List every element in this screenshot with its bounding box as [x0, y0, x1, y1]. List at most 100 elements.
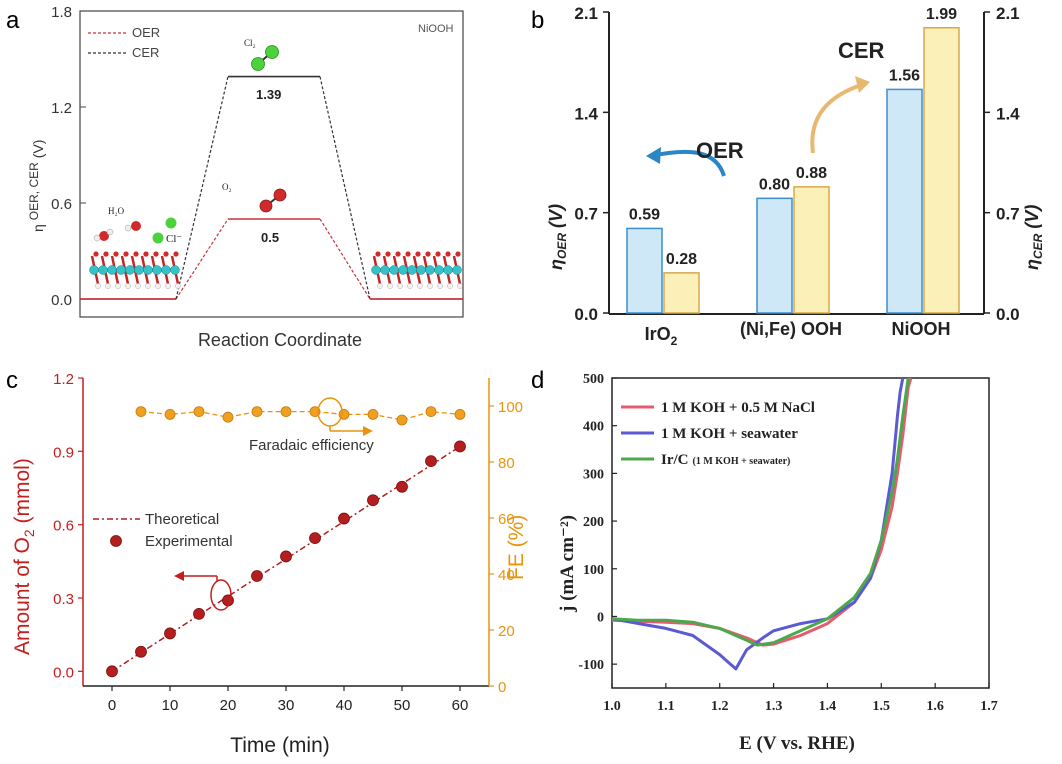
panel-c-xtick-label: 10 [162, 697, 179, 714]
h2o-label: H₂O [108, 206, 125, 216]
panel-d-xtick-label: 1.7 [980, 699, 998, 714]
experimental-point [367, 494, 379, 507]
panel-d-ytick-label: -100 [578, 658, 604, 673]
experimental-point [106, 665, 118, 678]
panel-b-ytick-label-left: 1.4 [574, 104, 598, 123]
slab-atom-h [377, 283, 383, 289]
panel-d-ticks: 1.0 1.1 1.2 1.3 1.4 1.5 1.6 1.7 -100 0 100 200 300 40… [578, 372, 997, 714]
panel-label-a: a [6, 7, 20, 34]
category-label: NiOOH [891, 319, 950, 339]
slab-atom-ni [134, 265, 144, 275]
slab-atom-ni [380, 265, 390, 275]
oer-value-label: 0.5 [261, 230, 279, 245]
panel-a: a NiOOH 0.0 0.6 1.2 1.8 OER CER 1.39 0.5 Cl… [6, 4, 464, 350]
panel-b-ytick-label-right: 2.1 [996, 4, 1020, 23]
legend-oer-label: OER [132, 25, 160, 40]
slab-atom-h [105, 283, 111, 289]
slab-atom-h [387, 283, 393, 289]
slab-atom-h [447, 283, 453, 289]
panel-b-ytick-label-left: 0.0 [574, 305, 598, 324]
slab-atom-o [173, 251, 179, 257]
panel-c-ytick-label-right: 20 [498, 623, 515, 640]
panel-d-ylabel: j (mA cm⁻²) [557, 515, 578, 613]
energy-transition-cer [175, 76, 229, 300]
slab-atom-ni [398, 265, 408, 275]
legend-nacl-label: 1 M KOH + 0.5 M NaCl [661, 400, 815, 416]
slab-atom-o [415, 251, 421, 257]
slab-atom-h [115, 283, 121, 289]
energy-transition-back-cer [319, 76, 371, 300]
experimental-point [193, 607, 205, 620]
slab-atom-h [145, 283, 151, 289]
panel-b-ytick-label-right: 1.4 [996, 104, 1020, 123]
panel-d-xtick-label: 1.0 [603, 699, 621, 714]
lsv-curve-2 [611, 377, 910, 647]
slab-atom-ni [416, 265, 426, 275]
experimental-point [425, 455, 437, 468]
legend-irc-label: Ir/C (1 M KOH + seawater) [661, 452, 790, 468]
fe-point [396, 414, 408, 426]
panel-d-ytick-label: 200 [583, 515, 604, 530]
panel-c-ytick-label-right: 80 [498, 455, 515, 472]
experimental-point [396, 480, 408, 493]
slab-atom-ni [107, 265, 117, 275]
slab-atom-o [133, 251, 139, 257]
slab-atom-o [425, 251, 431, 257]
legend-experimental-swatch [110, 535, 122, 547]
panel-d-xtick-label: 1.1 [657, 699, 675, 714]
highlight-ellipse-red [210, 579, 232, 611]
slab-atom-o [405, 251, 411, 257]
panel-b-ytick-label-left: 0.7 [574, 205, 598, 224]
panel-a-ytick-label: 0.0 [51, 292, 72, 309]
fe-point [135, 406, 147, 418]
panel-b-ytick-label-left: 2.1 [574, 4, 598, 23]
slab-atom-h [165, 283, 171, 289]
panel-b-ticks: 0.0 0.0 0.7 0.7 1.4 1.4 2.1 2.1 [574, 4, 1020, 324]
panel-c-xtick-label: 30 [278, 697, 295, 714]
slab-atom-ni [170, 265, 180, 275]
slab-atom-h [125, 283, 131, 289]
category-label: (Ni,Fe) OOH [740, 319, 842, 339]
panel-a-energy-paths [80, 75, 463, 300]
bar-oer-0 [626, 227, 663, 314]
panel-a-ytick-label: 0.6 [51, 196, 72, 213]
panel-d-ytick-label: 100 [583, 563, 604, 578]
slab-atom-h [407, 283, 413, 289]
fe-point [367, 408, 379, 420]
bar-cer-1 [793, 186, 830, 314]
panel-c-ytick-label-right: 0 [498, 679, 506, 696]
slab-atom-ni [389, 265, 399, 275]
slab-atom-o [395, 251, 401, 257]
panel-d-ytick-label: 0 [597, 610, 604, 625]
slab-atom-h [175, 283, 181, 289]
slab-atom-ni [434, 265, 444, 275]
panel-b-ytick-label-right: 0.7 [996, 205, 1020, 224]
legend-experimental-label: Experimental [145, 533, 233, 550]
legend-seawater-label: 1 M KOH + seawater [661, 426, 798, 442]
panel-c-xtick-label: 20 [220, 697, 237, 714]
panel-c-ytick-label-left: 0.9 [53, 444, 74, 461]
panel-a-y-ticks: 0.0 0.6 1.2 1.8 [51, 4, 86, 309]
slab-atom-h [427, 283, 433, 289]
panel-c-ytick-label-left: 1.2 [53, 371, 74, 388]
panel-d-ytick-label: 500 [583, 372, 604, 387]
oer-arrow [650, 149, 726, 177]
panel-c-xtick-label: 50 [394, 697, 411, 714]
energy-transition-back-oer [319, 218, 371, 300]
panel-c-xtick-label: 60 [452, 697, 469, 714]
cer-value-label: 1.39 [256, 87, 281, 102]
panel-label-b: b [531, 7, 544, 34]
slab-atom-o [123, 251, 129, 257]
slab-atom-o [153, 251, 159, 257]
slab-atom-o [143, 251, 149, 257]
slab-atom-h [397, 283, 403, 289]
fe-point [222, 411, 234, 423]
panel-c-ytick-label-left: 0.3 [53, 591, 74, 608]
fe-point [193, 406, 205, 418]
panel-a-corner-label: NiOOH [418, 23, 454, 35]
panel-d-xlabel: E (V vs. RHE) [739, 733, 855, 754]
panel-d-xtick-label: 1.5 [873, 699, 891, 714]
bar-value-label: 0.80 [759, 176, 790, 193]
slab-atom-ni [443, 265, 453, 275]
catalyst-slabs [89, 251, 463, 289]
